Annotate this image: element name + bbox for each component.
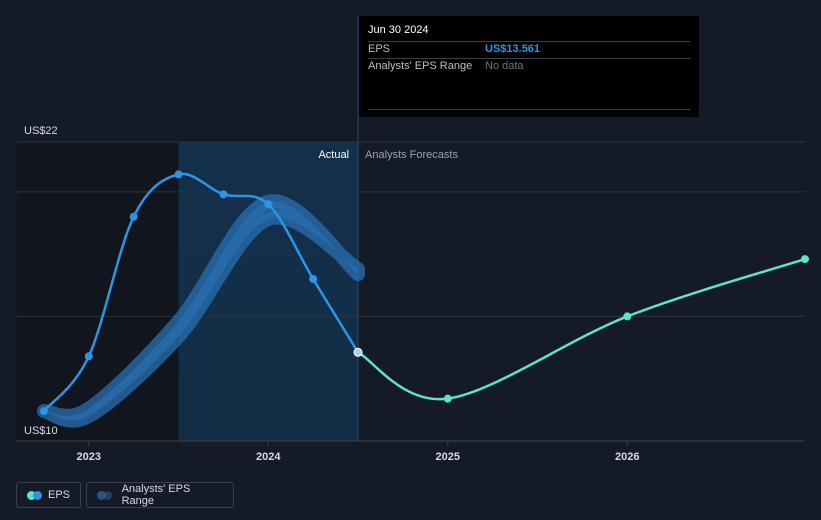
x-tick-label: 2024 <box>256 451 281 463</box>
eps-points <box>39 170 809 416</box>
tooltip-eps-value: US$13.561 <box>485 43 541 55</box>
eps-actual-point <box>129 212 138 221</box>
legend-range-label: Analysts' EPS Range <box>121 483 191 507</box>
eps-actual-point <box>353 347 363 357</box>
x-tick-label: 2025 <box>436 451 460 463</box>
eps-forecast-point <box>801 255 809 264</box>
tooltip-range-value: No data <box>485 60 524 72</box>
x-axis: 2023 2024 2025 2026 <box>77 441 640 463</box>
x-tick-label: 2026 <box>615 451 639 463</box>
actual-label: Actual <box>318 149 349 161</box>
eps-range-area <box>36 194 366 428</box>
eps-forecast-point <box>443 394 452 403</box>
tooltip-divider <box>368 41 690 42</box>
tooltip-divider <box>368 109 690 110</box>
x-tick-label: 2023 <box>77 451 101 463</box>
eps-actual-point <box>309 275 318 284</box>
legend-eps-label: EPS <box>47 489 70 501</box>
eps-legend-icon <box>27 490 42 500</box>
eps-actual-point <box>264 200 273 209</box>
tooltip: Jun 30 2024 EPS US$13.561 Analysts' EPS … <box>359 16 699 117</box>
eps-actual-point <box>39 407 48 416</box>
tooltip-date: Jun 30 2024 <box>368 24 429 36</box>
y-axis-top-label: US$22 <box>24 125 58 137</box>
tooltip-range-label: Analysts' EPS Range <box>368 60 473 72</box>
range-legend-icon <box>97 490 113 500</box>
eps-forecast-point <box>623 312 632 321</box>
forecast-label: Analysts Forecasts <box>365 149 458 161</box>
eps-actual-point <box>174 170 183 179</box>
tooltip-divider <box>368 58 690 59</box>
legend-eps-button[interactable]: EPS <box>16 482 81 508</box>
gridlines <box>17 141 805 442</box>
eps-actual-point <box>84 352 93 361</box>
y-axis-bottom-label: US$10 <box>24 425 58 437</box>
tooltip-eps-label: EPS <box>368 43 391 55</box>
eps-actual-point <box>219 190 228 199</box>
legend-range-button[interactable]: Analysts' EPS Range <box>86 482 234 508</box>
eps-forecast-line <box>357 257 806 401</box>
eps-actual-line <box>42 172 360 412</box>
